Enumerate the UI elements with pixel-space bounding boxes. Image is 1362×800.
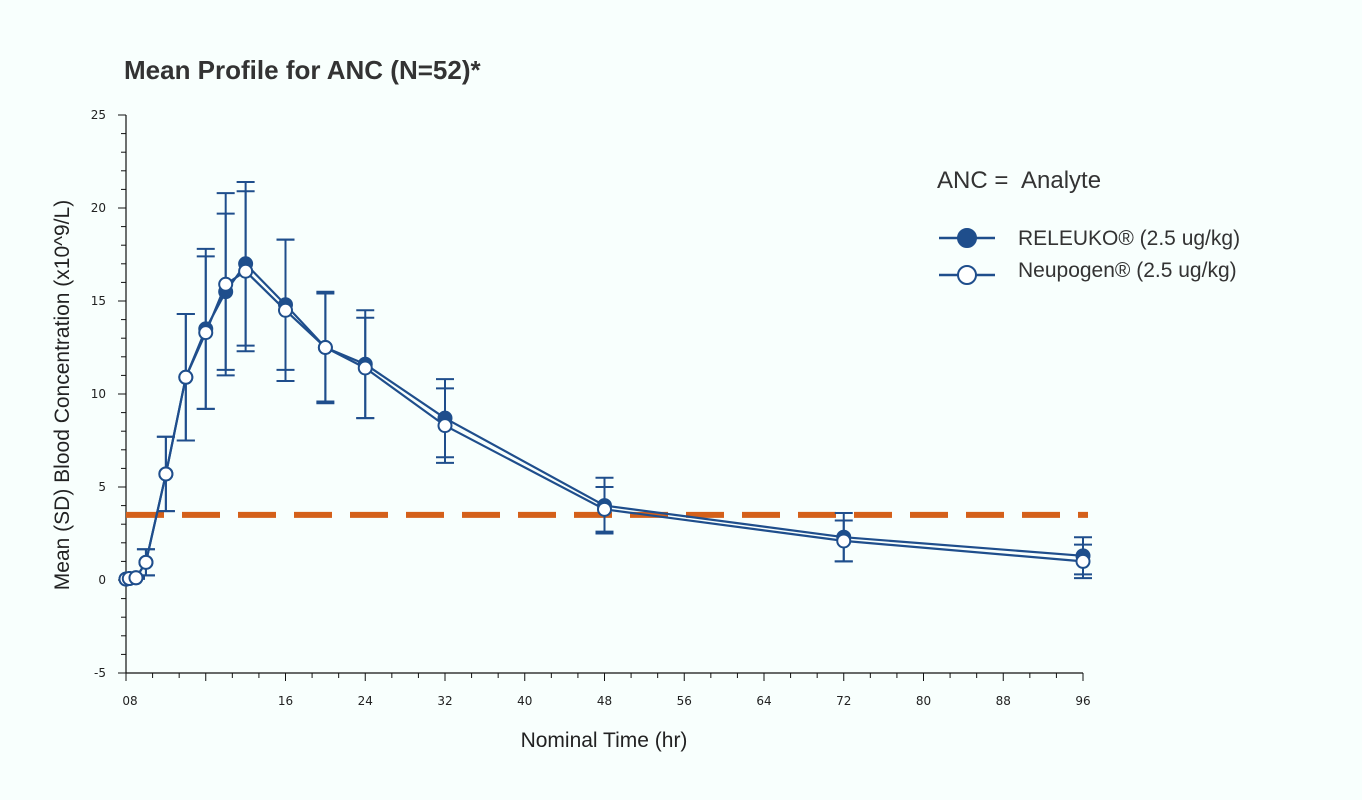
y-tick-label: 10 [91, 387, 106, 401]
y-tick-label: 20 [91, 201, 106, 215]
series-line [125, 269, 1084, 581]
data-point [836, 533, 852, 549]
axes: -5 0 5 10 15 20 25 08 16 24 32 40 48 56 64 72 80 88 96 [91, 108, 1091, 708]
data-point [1075, 553, 1091, 569]
x-tick-label: 32 [437, 694, 452, 708]
series-neupogen [118, 190, 1092, 587]
x-tick-label: 96 [1075, 694, 1090, 708]
data-point [178, 369, 194, 385]
series-releuko [118, 180, 1092, 587]
data-point [138, 554, 154, 570]
x-tick-label: 88 [996, 694, 1011, 708]
legend-analyte-label: Analyte [1021, 167, 1101, 194]
data-point [317, 340, 333, 355]
legend-neupogen-label: Neupogen® (2.5 ug/kg) [1018, 259, 1237, 282]
data-point [198, 325, 214, 341]
data-point [128, 570, 144, 586]
data-point [158, 466, 174, 482]
y-tick-label: 15 [91, 294, 106, 308]
x-tick-label: 16 [278, 694, 293, 708]
x-axis-title: Nominal Time (hr) [521, 729, 688, 752]
y-tick-label: 25 [91, 108, 106, 122]
legend-analyte-name: ANC = [937, 167, 1008, 194]
x-tick-label: 08 [122, 694, 137, 708]
y-tick-label: 0 [98, 573, 106, 587]
plot-area [118, 180, 1092, 587]
y-tick-label: -5 [94, 666, 106, 680]
x-tick-label: 80 [916, 694, 931, 708]
data-point [597, 501, 612, 517]
legend-releuko-marker [957, 228, 977, 248]
data-point [437, 418, 453, 434]
legend-neupogen-marker [957, 265, 977, 285]
y-axis-title: Mean (SD) Blood Concentration (x10^9/L) [51, 200, 74, 590]
data-point [278, 302, 293, 318]
legend: ANC = Analyte RELEUKO® (2.5 ug/kg) Neupo… [937, 167, 1240, 285]
data-point [238, 263, 254, 279]
x-tick-label: 48 [597, 694, 612, 708]
x-tick-label: 72 [836, 694, 851, 708]
x-tick-label: 56 [677, 694, 692, 708]
legend-releuko-label: RELEUKO® (2.5 ug/kg) [1018, 227, 1240, 250]
x-tick-label: 64 [756, 694, 771, 708]
x-tick-label: 24 [358, 694, 373, 708]
chart-title: Mean Profile for ANC (N=52)* [124, 55, 481, 85]
y-tick-label: 5 [98, 480, 106, 494]
data-point [357, 360, 373, 376]
x-tick-label: 40 [517, 694, 532, 708]
data-point [218, 276, 234, 292]
